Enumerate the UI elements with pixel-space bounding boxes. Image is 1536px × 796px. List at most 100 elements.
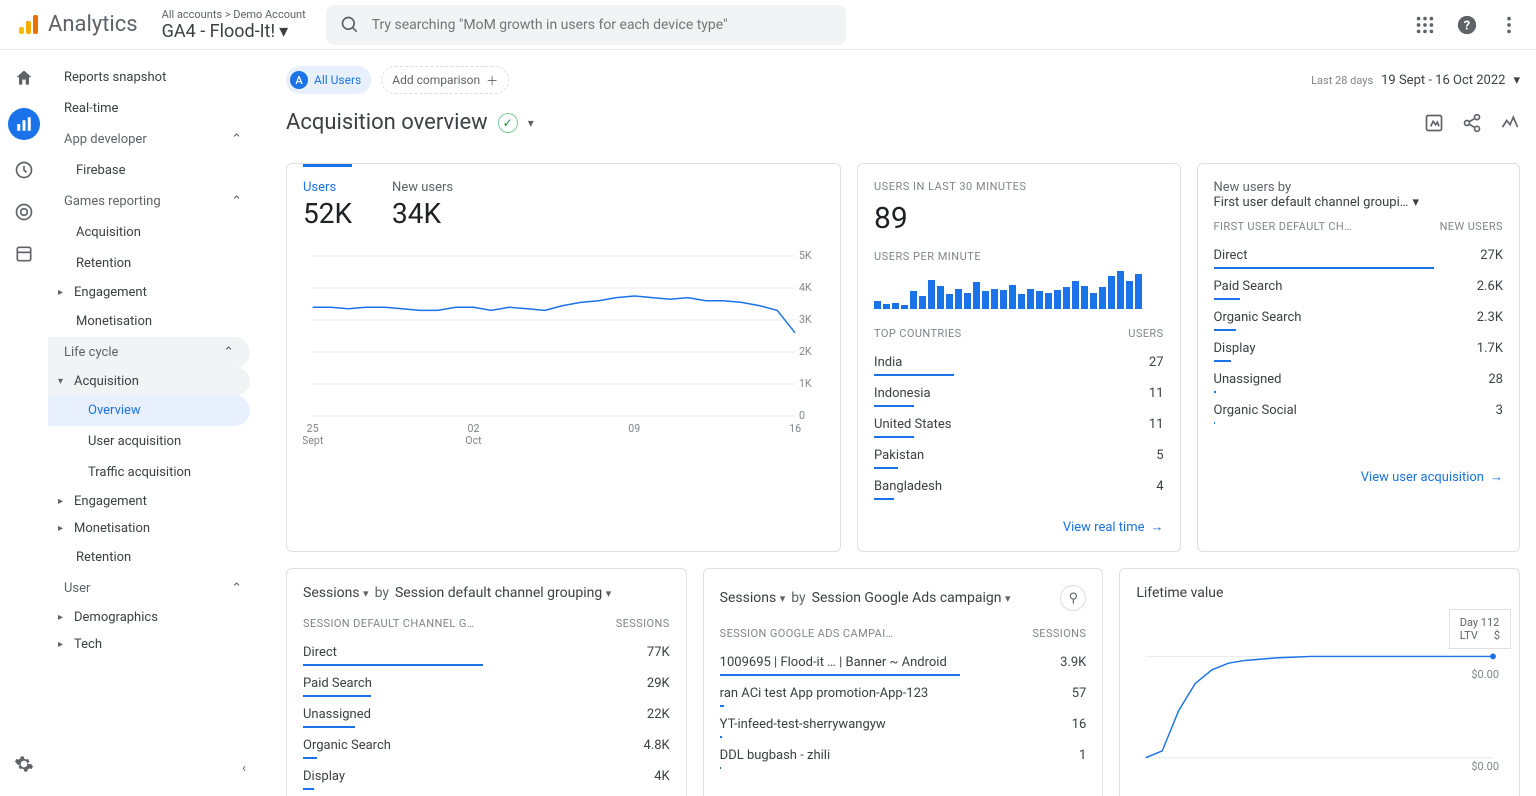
sidebar-item-games-retention[interactable]: Retention xyxy=(48,248,258,279)
sidebar-item-realtime[interactable]: Real-time xyxy=(48,93,258,124)
chevron-down-icon: ▾ xyxy=(1412,195,1419,210)
filter-icon[interactable]: ⚲ xyxy=(1060,585,1086,611)
analytics-logo-icon xyxy=(16,13,40,37)
svg-text:Oct: Oct xyxy=(465,434,482,446)
sidebar-item-demographics[interactable]: ▸Demographics xyxy=(48,604,258,631)
table-row[interactable]: Unassigned22K xyxy=(303,702,670,733)
sidebar-item-firebase[interactable]: Firebase xyxy=(48,155,258,186)
row-label: YT-infeed-test-sherrywangyw xyxy=(720,717,1072,732)
row-value: 2.6K xyxy=(1477,279,1503,300)
view-realtime-link[interactable]: View real time→ xyxy=(874,519,1163,535)
chevron-up-icon: ⌃ xyxy=(231,581,242,596)
table-row[interactable]: YT-infeed-test-sherrywangyw16 xyxy=(720,712,1087,743)
table-row[interactable]: Organic Search4.8K xyxy=(303,733,670,764)
table-row[interactable]: Direct27K xyxy=(1214,243,1503,274)
table-row[interactable]: Paid Search29K xyxy=(303,671,670,702)
sidebar-item-lifecycle-engagement[interactable]: ▸Engagement xyxy=(48,488,258,515)
table-row[interactable]: Direct77K xyxy=(303,640,670,671)
metric-select[interactable]: Sessions ▾ xyxy=(720,590,786,606)
table-row[interactable]: Display1.7K xyxy=(1214,336,1503,367)
sidebar-group-app-developer[interactable]: App developer⌃ xyxy=(48,124,258,155)
segment-badge: A xyxy=(290,71,308,89)
row-bar xyxy=(303,726,355,728)
view-user-acquisition-link[interactable]: View user acquisition→ xyxy=(1214,469,1503,485)
sidebar-group-user[interactable]: User⌃ xyxy=(48,573,258,604)
table-row[interactable]: Bangladesh4 xyxy=(874,474,1163,505)
row-bar xyxy=(874,436,914,438)
channels-dimension-select[interactable]: First user default channel groupi…▾ xyxy=(1214,195,1503,210)
row-label: Unassigned xyxy=(1214,372,1489,387)
segment-chip[interactable]: AAll Users xyxy=(286,66,371,94)
metric-tab-new-users[interactable]: New users 34K xyxy=(392,180,453,230)
table-row[interactable]: Indonesia11 xyxy=(874,381,1163,412)
collapse-sidebar-icon[interactable]: ‹ xyxy=(242,761,246,776)
rail-explore-icon[interactable] xyxy=(12,158,36,182)
table-row[interactable]: ran ACi test App promotion-App-12357 xyxy=(720,681,1087,712)
minibar xyxy=(928,280,935,309)
sessions-channel-card: Sessions ▾ by Session default channel gr… xyxy=(286,568,687,796)
row-label: Organic Search xyxy=(303,738,643,753)
property-selector[interactable]: All accounts > Demo Account GA4 - Flood-… xyxy=(162,8,306,42)
col-countries: TOP COUNTRIES xyxy=(874,327,962,340)
row-bar xyxy=(874,498,894,500)
table-row[interactable]: Organic Social3 xyxy=(1214,398,1503,429)
sidebar-item-overview[interactable]: Overview xyxy=(48,395,250,426)
table-row[interactable]: 1009695 | Flood-it … | Banner ~ Android3… xyxy=(720,650,1087,681)
row-bar xyxy=(720,705,725,707)
row-label: Bangladesh xyxy=(874,479,1156,494)
table-row[interactable]: Organic Search2.3K xyxy=(1214,305,1503,336)
row-value: 57 xyxy=(1072,686,1087,707)
minibar xyxy=(964,293,971,309)
property-breadcrumb: All accounts > Demo Account xyxy=(162,8,306,21)
date-range-picker[interactable]: Last 28 days 19 Sept - 16 Oct 2022 ▾ xyxy=(1311,73,1520,88)
more-vert-icon[interactable] xyxy=(1498,14,1520,36)
table-row[interactable]: Unassigned28 xyxy=(1214,367,1503,398)
sidebar-item-tech[interactable]: ▸Tech xyxy=(48,631,258,658)
rail-home-icon[interactable] xyxy=(12,66,36,90)
sidebar-item-traffic-acquisition[interactable]: Traffic acquisition xyxy=(48,457,258,488)
search-bar[interactable] xyxy=(326,5,846,45)
search-input[interactable] xyxy=(372,17,832,33)
sidebar-item-lifecycle-retention[interactable]: Retention xyxy=(48,542,258,573)
status-check-icon[interactable]: ✓ xyxy=(498,113,518,133)
dimension-select[interactable]: Session Google Ads campaign ▾ xyxy=(812,590,1011,606)
table-row[interactable]: Paid Search2.6K xyxy=(1214,274,1503,305)
sidebar-item-lifecycle-acquisition[interactable]: ▾Acquisition xyxy=(48,368,250,395)
apps-icon[interactable] xyxy=(1414,14,1436,36)
insights-icon[interactable] xyxy=(1500,113,1520,133)
svg-text:3K: 3K xyxy=(799,313,812,326)
add-comparison-chip[interactable]: Add comparison＋ xyxy=(381,66,509,94)
rail-library-icon[interactable] xyxy=(12,242,36,266)
metric-select[interactable]: Sessions ▾ xyxy=(303,585,369,601)
customize-icon[interactable] xyxy=(1424,113,1444,133)
minibar xyxy=(1045,293,1052,309)
metric-tab-users[interactable]: Users 52K xyxy=(303,164,352,230)
help-icon[interactable]: ? xyxy=(1456,14,1478,36)
sidebar-item-games-acquisition[interactable]: Acquisition xyxy=(48,217,258,248)
table-row[interactable]: United States11 xyxy=(874,412,1163,443)
sidebar-group-games-reporting[interactable]: Games reporting⌃ xyxy=(48,186,258,217)
product-logo[interactable]: Analytics xyxy=(16,12,138,37)
row-value: 27 xyxy=(1149,355,1164,376)
rail-settings-icon[interactable] xyxy=(12,752,36,776)
chevron-down-icon[interactable]: ▾ xyxy=(528,116,534,130)
rail-advertising-icon[interactable] xyxy=(12,200,36,224)
rail-reports-icon[interactable] xyxy=(8,108,40,140)
sidebar-item-lifecycle-monetisation[interactable]: ▸Monetisation xyxy=(48,515,258,542)
sidebar-item-games-engagement[interactable]: ▸Engagement xyxy=(48,279,258,306)
sidebar-item-games-monetisation[interactable]: Monetisation xyxy=(48,306,258,337)
sidebar-item-user-acquisition[interactable]: User acquisition xyxy=(48,426,258,457)
sidebar-item-snapshot[interactable]: Reports snapshot xyxy=(48,62,258,93)
row-bar xyxy=(303,664,483,666)
table-row[interactable]: Display4K xyxy=(303,764,670,795)
sidebar-group-life-cycle[interactable]: Life cycle⌃ xyxy=(48,337,250,368)
chevron-down-icon: ▾ xyxy=(1005,592,1011,605)
row-bar xyxy=(1214,391,1216,393)
sessions-ads-card: Sessions ▾ by Session Google Ads campaig… xyxy=(703,568,1104,796)
share-icon[interactable] xyxy=(1462,113,1482,133)
row-label: United States xyxy=(874,417,1149,432)
table-row[interactable]: Pakistan5 xyxy=(874,443,1163,474)
table-row[interactable]: India27 xyxy=(874,350,1163,381)
dimension-select[interactable]: Session default channel grouping ▾ xyxy=(395,585,611,601)
table-row[interactable]: DDL bugbash - zhili1 xyxy=(720,743,1087,774)
